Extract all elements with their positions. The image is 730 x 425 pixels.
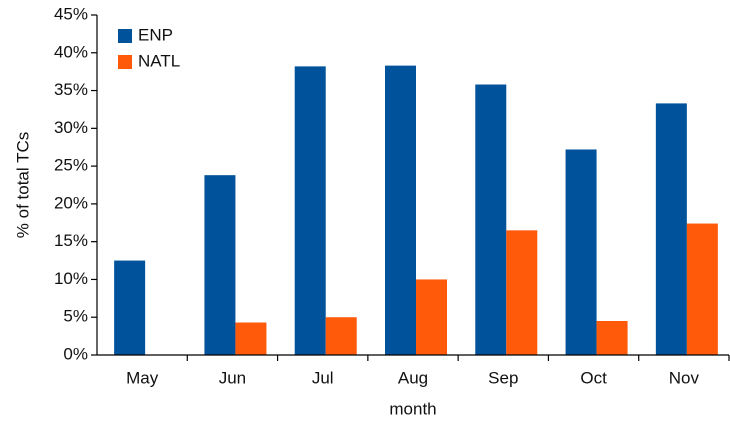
- bar: [565, 149, 597, 355]
- x-tick-label: Oct: [580, 368, 607, 387]
- y-tick-label: 0%: [63, 344, 88, 363]
- bar: [655, 103, 687, 356]
- bar: [294, 66, 326, 355]
- y-tick-label: 10%: [54, 269, 88, 288]
- bar: [385, 65, 416, 355]
- bar: [114, 260, 146, 355]
- bar: [686, 223, 718, 355]
- y-tick-label: 20%: [54, 193, 88, 212]
- legend-label: ENP: [138, 25, 173, 44]
- x-tick-label: Jun: [219, 368, 246, 387]
- bar: [204, 175, 236, 355]
- legend-label: NATL: [138, 51, 180, 70]
- y-tick-label: 45%: [54, 4, 88, 23]
- bar: [506, 230, 538, 355]
- legend-swatch: [118, 55, 132, 69]
- legend-swatch: [118, 29, 132, 43]
- y-axis-label: % of total TCs: [13, 132, 32, 238]
- bar: [325, 317, 357, 355]
- x-tick-label: May: [126, 368, 159, 387]
- bar: [596, 321, 628, 355]
- bar: [235, 322, 267, 355]
- bar: [475, 84, 507, 355]
- x-axis-label: month: [389, 399, 436, 418]
- y-tick-label: 35%: [54, 80, 88, 99]
- y-tick-label: 25%: [54, 156, 88, 175]
- x-tick-label: Jul: [312, 368, 334, 387]
- y-tick-label: 40%: [54, 42, 88, 61]
- x-tick-label: Nov: [669, 368, 700, 387]
- y-tick-label: 30%: [54, 118, 88, 137]
- x-tick-label: Sep: [488, 368, 518, 387]
- bar: [416, 279, 447, 355]
- y-tick-label: 15%: [54, 231, 88, 250]
- y-tick-label: 5%: [63, 307, 88, 326]
- x-tick-label: Aug: [398, 368, 428, 387]
